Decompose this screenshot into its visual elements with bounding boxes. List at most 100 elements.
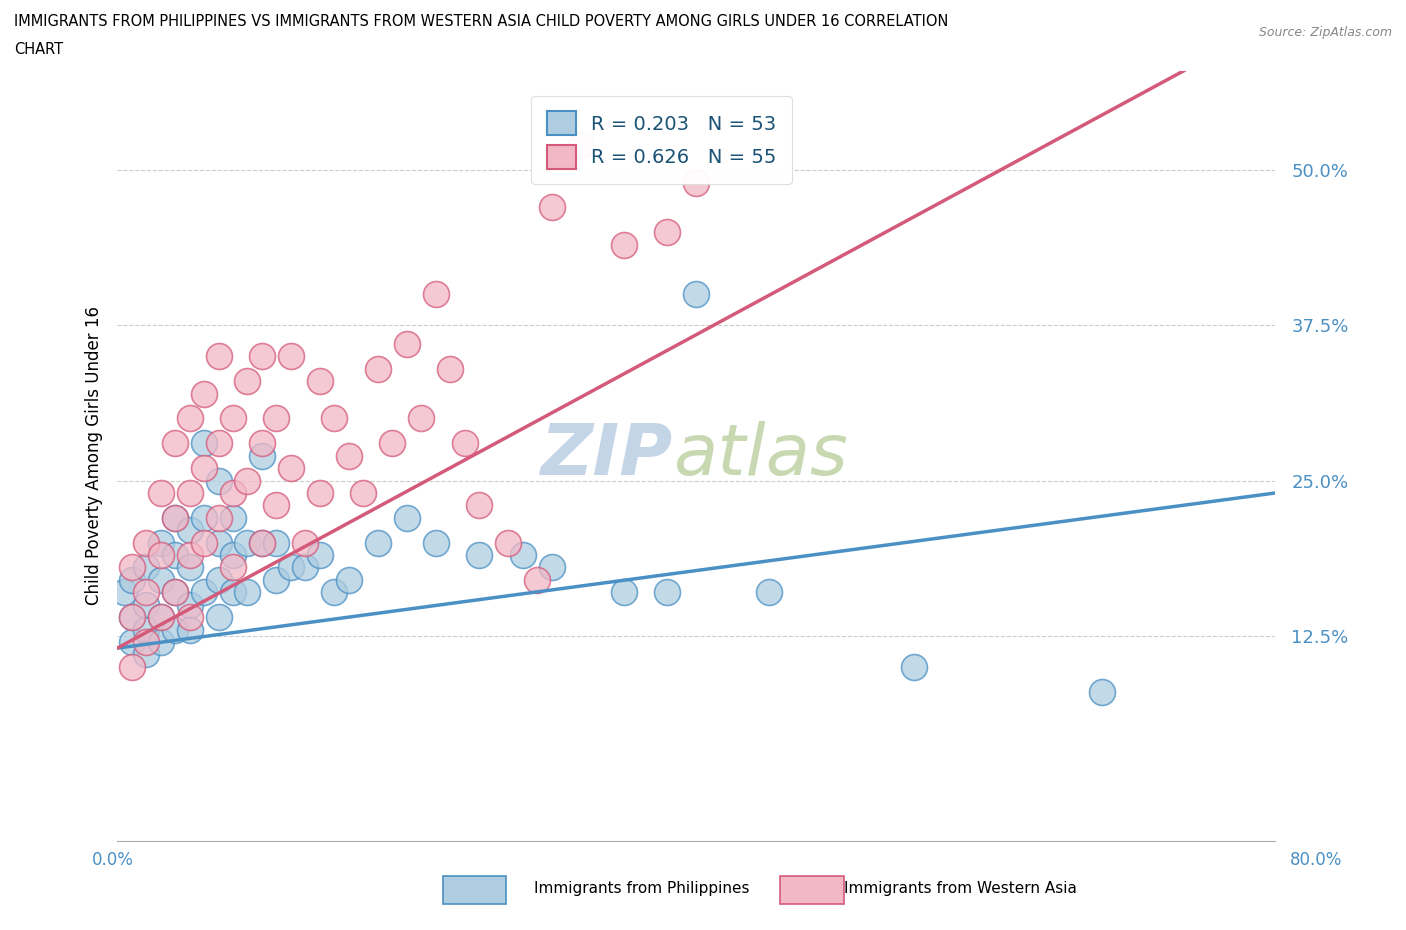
Point: [657, 585, 679, 600]
Point: [165, 622, 187, 637]
Point: [135, 647, 157, 662]
Point: [207, 535, 229, 550]
Point: [323, 411, 346, 426]
Point: [266, 535, 288, 550]
Point: [569, 138, 592, 153]
Point: [165, 436, 187, 451]
Point: [236, 585, 259, 600]
Point: [193, 460, 215, 475]
Point: [179, 523, 201, 538]
Point: [395, 337, 418, 352]
Point: [294, 560, 316, 575]
Point: [179, 560, 201, 575]
Point: [352, 485, 374, 500]
Point: [135, 634, 157, 649]
Point: [149, 573, 172, 588]
Point: [222, 548, 245, 563]
Point: [165, 585, 187, 600]
Point: [280, 349, 302, 364]
Point: [280, 560, 302, 575]
Point: [149, 535, 172, 550]
Point: [903, 659, 925, 674]
Point: [526, 573, 548, 588]
Text: 80.0%: 80.0%: [1291, 851, 1343, 870]
Point: [207, 511, 229, 525]
Point: [309, 548, 332, 563]
Point: [207, 610, 229, 625]
Point: [149, 634, 172, 649]
Text: Immigrants from Philippines: Immigrants from Philippines: [534, 881, 749, 896]
Point: [222, 585, 245, 600]
Point: [425, 286, 447, 301]
Point: [165, 511, 187, 525]
Point: [149, 610, 172, 625]
Text: atlas: atlas: [673, 421, 848, 490]
Point: [165, 511, 187, 525]
Point: [250, 535, 273, 550]
Point: [367, 362, 389, 377]
Point: [135, 622, 157, 637]
Point: [179, 622, 201, 637]
Point: [236, 473, 259, 488]
Point: [266, 411, 288, 426]
Point: [222, 411, 245, 426]
Point: [309, 485, 332, 500]
Point: [135, 560, 157, 575]
Point: [135, 535, 157, 550]
Point: [179, 597, 201, 612]
Text: 0.0%: 0.0%: [91, 851, 134, 870]
Point: [758, 585, 780, 600]
Point: [381, 436, 404, 451]
Point: [250, 349, 273, 364]
Point: [439, 362, 461, 377]
Point: [496, 535, 519, 550]
Point: [149, 610, 172, 625]
Point: [207, 349, 229, 364]
Text: IMMIGRANTS FROM PHILIPPINES VS IMMIGRANTS FROM WESTERN ASIA CHILD POVERTY AMONG : IMMIGRANTS FROM PHILIPPINES VS IMMIGRANT…: [14, 14, 949, 29]
Point: [135, 597, 157, 612]
Point: [512, 548, 534, 563]
Point: [685, 175, 707, 190]
Point: [121, 659, 143, 674]
Point: [613, 237, 636, 252]
Point: [395, 511, 418, 525]
Point: [540, 200, 562, 215]
Point: [411, 411, 433, 426]
Point: [657, 225, 679, 240]
Point: [685, 286, 707, 301]
Point: [149, 548, 172, 563]
Point: [149, 485, 172, 500]
Point: [468, 548, 491, 563]
Point: [112, 585, 135, 600]
Point: [121, 560, 143, 575]
Point: [337, 448, 360, 463]
Point: [337, 573, 360, 588]
Point: [309, 374, 332, 389]
Point: [222, 511, 245, 525]
Point: [453, 436, 475, 451]
Point: [613, 585, 636, 600]
Point: [222, 485, 245, 500]
Point: [207, 436, 229, 451]
Point: [280, 460, 302, 475]
Point: [165, 548, 187, 563]
Point: [179, 485, 201, 500]
Point: [121, 573, 143, 588]
Y-axis label: Child Poverty Among Girls Under 16: Child Poverty Among Girls Under 16: [86, 306, 103, 605]
Point: [323, 585, 346, 600]
Legend: R = 0.203   N = 53, R = 0.626   N = 55: R = 0.203 N = 53, R = 0.626 N = 55: [531, 96, 792, 184]
Text: ZIP: ZIP: [541, 421, 673, 490]
Point: [193, 386, 215, 401]
Point: [250, 535, 273, 550]
Point: [179, 548, 201, 563]
Point: [207, 573, 229, 588]
Point: [135, 585, 157, 600]
Text: CHART: CHART: [14, 42, 63, 57]
Point: [294, 535, 316, 550]
Point: [250, 448, 273, 463]
Point: [121, 634, 143, 649]
Point: [236, 535, 259, 550]
Point: [236, 374, 259, 389]
Point: [193, 585, 215, 600]
Text: Immigrants from Western Asia: Immigrants from Western Asia: [844, 881, 1077, 896]
